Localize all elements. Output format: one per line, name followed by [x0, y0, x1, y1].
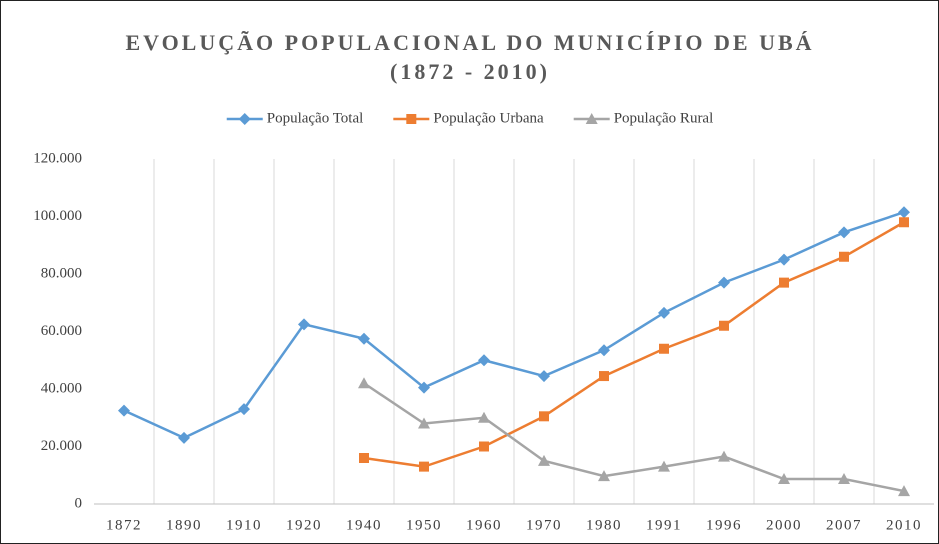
marker — [178, 431, 190, 444]
legend-marker — [406, 114, 417, 124]
marker — [479, 441, 489, 452]
legend-marker — [585, 113, 598, 124]
x-tick-label: 1960 — [466, 517, 502, 533]
marker — [838, 226, 850, 239]
y-tick-label: 20.000 — [41, 438, 82, 454]
x-tick-label: 1920 — [286, 517, 322, 533]
marker — [779, 277, 789, 288]
marker — [899, 217, 909, 228]
marker — [598, 470, 610, 482]
legend-label: População Total — [267, 110, 364, 126]
x-tick-label: 1996 — [706, 517, 742, 533]
marker — [418, 417, 430, 429]
marker — [118, 404, 130, 417]
marker — [419, 461, 429, 472]
marker — [358, 377, 370, 389]
x-tick-label: 1991 — [646, 517, 682, 533]
x-tick-label: 1970 — [526, 517, 562, 533]
marker — [898, 206, 910, 219]
marker — [598, 344, 610, 357]
marker — [778, 253, 790, 266]
x-tick-label: 2000 — [766, 517, 802, 533]
marker — [238, 403, 250, 416]
y-tick-label: 60.000 — [41, 323, 82, 339]
marker — [838, 472, 850, 484]
marker — [359, 453, 369, 463]
marker — [718, 276, 730, 289]
marker — [358, 332, 370, 345]
legend-label: População Rural — [614, 110, 714, 126]
marker — [719, 320, 729, 331]
x-tick-label: 1910 — [226, 517, 262, 533]
x-tick-label: 2010 — [886, 517, 922, 533]
marker — [898, 485, 910, 497]
marker — [659, 343, 669, 354]
series-line — [363, 221, 905, 468]
x-tick-label: 1890 — [166, 517, 202, 533]
x-tick-label: 1950 — [406, 517, 442, 533]
chart-subtitle: (1872 - 2010) — [390, 59, 550, 84]
marker — [658, 306, 670, 319]
marker — [539, 411, 549, 422]
y-tick-label: 40.000 — [41, 380, 82, 396]
x-tick-label: 1980 — [586, 517, 622, 533]
marker — [478, 411, 490, 423]
series-line — [363, 382, 905, 493]
x-tick-label: 2007 — [826, 517, 862, 533]
marker — [538, 370, 550, 383]
legend-marker — [238, 113, 251, 125]
marker — [298, 318, 310, 331]
marker — [478, 354, 490, 367]
marker — [718, 450, 730, 462]
marker — [418, 381, 430, 394]
legend-label: População Urbana — [433, 110, 544, 126]
marker — [538, 454, 550, 466]
y-tick-label: 120.000 — [33, 150, 82, 166]
y-tick-label: 80.000 — [41, 265, 82, 281]
marker — [839, 251, 849, 262]
marker — [599, 371, 609, 382]
chart-title: EVOLUÇÃO POPULACIONAL DO MUNICÍPIO DE UB… — [125, 30, 814, 55]
x-tick-label: 1940 — [346, 517, 382, 533]
y-tick-label: 100.000 — [33, 208, 82, 224]
y-tick-label: 0 — [75, 495, 83, 511]
x-tick-label: 1872 — [106, 517, 142, 533]
marker — [658, 460, 670, 472]
marker — [778, 472, 790, 484]
series-line — [123, 211, 905, 440]
